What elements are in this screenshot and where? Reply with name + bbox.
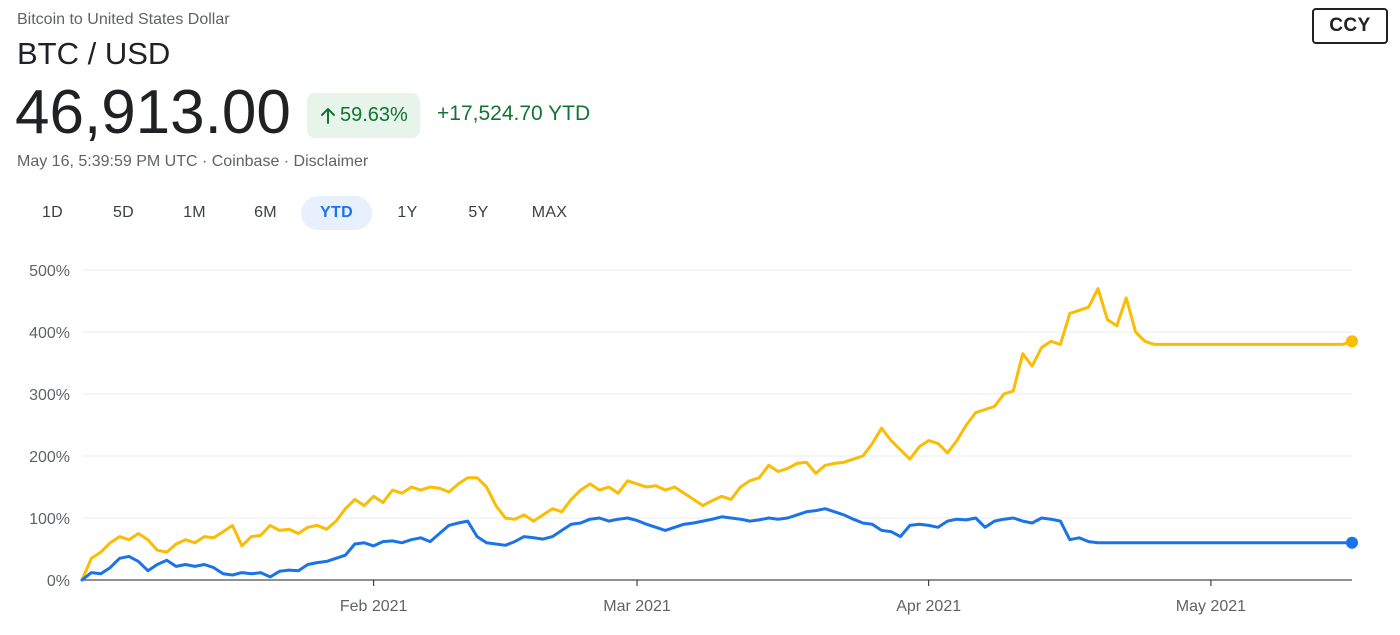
- range-max[interactable]: MAX: [531, 204, 568, 221]
- timestamp-meta: May 16, 5:39:59 PM UTC · Coinbase · Disc…: [17, 153, 369, 170]
- y-tick-label: 300%: [29, 387, 70, 404]
- x-tick-label: Mar 2021: [603, 598, 671, 615]
- series-line-1: [80, 507, 1354, 582]
- series-end-point-0: [1346, 335, 1358, 348]
- percent-change-badge: 59.63%: [307, 93, 420, 138]
- range-1d[interactable]: 1D: [41, 204, 64, 221]
- series-end-point-1: [1346, 536, 1358, 549]
- performance-chart[interactable]: 0% 100% 200% 300% 400% 500% Feb 2021 Mar 2021 Ap…: [0, 250, 1400, 630]
- y-tick-label: 400%: [29, 325, 70, 342]
- percent-change-value: 59.63%: [340, 104, 408, 126]
- range-ytd[interactable]: YTD: [301, 196, 372, 230]
- y-tick-label: 100%: [29, 511, 70, 528]
- y-tick-label: 500%: [29, 263, 70, 280]
- x-tick-label: May 2021: [1176, 598, 1246, 615]
- arrow-up-icon: [321, 107, 335, 124]
- ccy-button[interactable]: CCY: [1312, 8, 1388, 44]
- absolute-change: +17,524.70 YTD: [437, 102, 591, 125]
- price-value: 46,913.00: [15, 78, 291, 147]
- y-tick-label: 200%: [29, 449, 70, 466]
- range-5y[interactable]: 5Y: [468, 204, 489, 221]
- range-1m[interactable]: 1M: [183, 204, 206, 221]
- range-1y[interactable]: 1Y: [397, 204, 418, 221]
- x-tick-label: Feb 2021: [340, 598, 408, 615]
- range-6m[interactable]: 6M: [254, 204, 277, 221]
- pair-title: BTC / USD: [17, 36, 171, 71]
- range-5d[interactable]: 5D: [112, 204, 135, 221]
- subtitle: Bitcoin to United States Dollar: [17, 11, 230, 28]
- series-line-0: [80, 287, 1354, 582]
- range-selector: 1D 5D 1M 6M YTD 1Y 5Y MAX: [17, 196, 585, 230]
- x-tick-label: Apr 2021: [896, 598, 961, 615]
- y-tick-label: 0%: [47, 573, 70, 590]
